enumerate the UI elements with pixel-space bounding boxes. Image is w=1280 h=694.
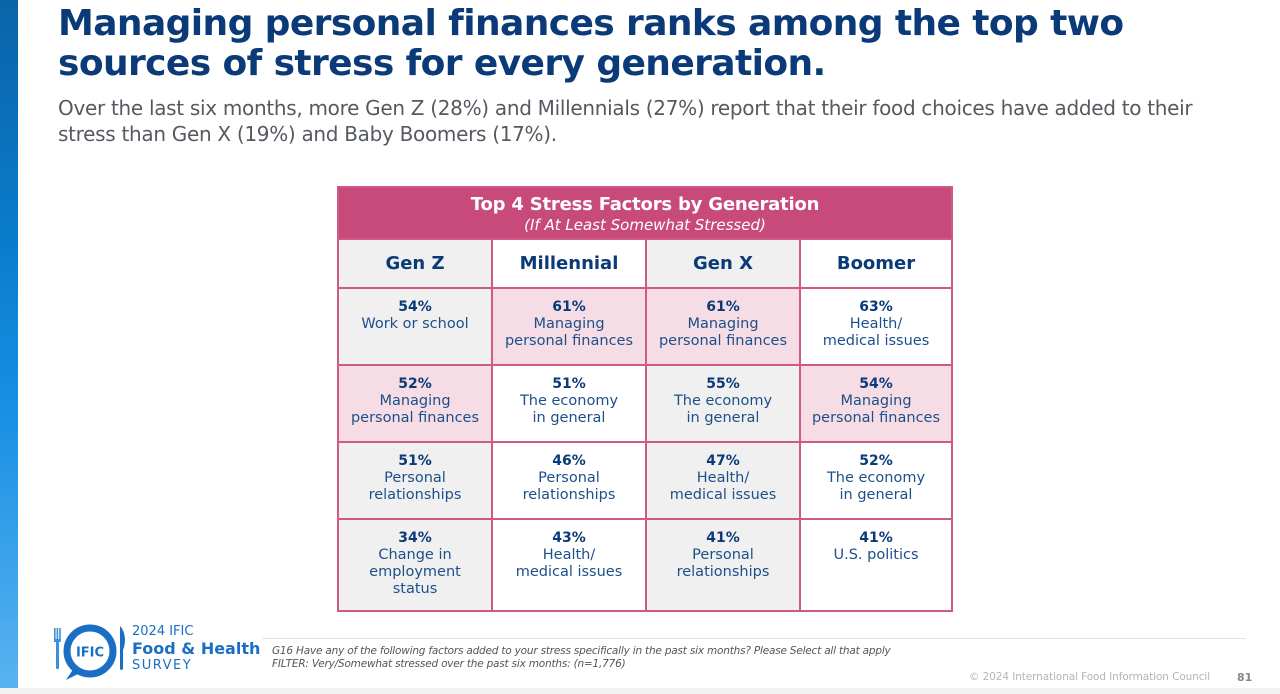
ific-survey-logo: IFIC 2024 IFIC Food & Health SURVEY: [52, 622, 262, 684]
table-header: Top 4 Stress Factors by Generation (If A…: [339, 188, 951, 240]
cell-label: Personal relationships: [676, 547, 770, 580]
column-header: Gen X: [647, 240, 801, 289]
table-cell: 51% Personal relationships: [339, 443, 493, 520]
cell-label: Health/ medical issues: [822, 316, 930, 349]
table-cell: 52% Managing personal finances: [339, 366, 493, 443]
table-cell: 34% Change in employment status: [339, 520, 493, 610]
cell-label: The economy in general: [519, 393, 619, 426]
cell-label: Managing personal finances: [811, 393, 941, 426]
cell-percent: 43%: [552, 530, 586, 546]
page-number: 81: [1237, 671, 1253, 684]
cell-label: The economy in general: [826, 470, 926, 503]
cell-percent: 46%: [552, 453, 586, 469]
table-cell: 63% Health/ medical issues: [801, 289, 951, 366]
logo-name: Food & Health: [132, 639, 261, 658]
table-cell: 41% Personal relationships: [647, 520, 801, 610]
cell-percent: 34%: [398, 530, 432, 546]
table-cell: 43% Health/ medical issues: [493, 520, 647, 610]
cell-percent: 54%: [859, 376, 893, 392]
cell-label: Personal relationships: [368, 470, 462, 503]
slide-subtitle: Over the last six months, more Gen Z (28…: [58, 96, 1193, 146]
cell-percent: 51%: [552, 376, 586, 392]
cell-label: Change in employment status: [369, 547, 461, 597]
cell-label: Work or school: [361, 316, 469, 332]
logo-year: 2024 IFIC: [132, 624, 194, 639]
table-cell: 46% Personal relationships: [493, 443, 647, 520]
stress-factors-table: Top 4 Stress Factors by Generation (If A…: [337, 186, 953, 612]
table-cell: 51% The economy in general: [493, 366, 647, 443]
cell-label: U.S. politics: [833, 547, 919, 563]
footer-divider: [262, 638, 1246, 639]
cell-label: Health/ medical issues: [669, 470, 777, 503]
logo-text: 2024 IFIC Food & Health SURVEY: [132, 624, 260, 673]
copyright: © 2024 International Food Information Co…: [969, 671, 1211, 683]
knife-icon: [120, 626, 125, 670]
cell-label: Managing personal finances: [658, 316, 788, 349]
cell-percent: 52%: [859, 453, 893, 469]
cell-label: Managing personal finances: [350, 393, 480, 426]
bottom-strip: [0, 688, 1280, 694]
table-grid: Gen Z Millennial Gen X Boomer 54% Work or sch…: [339, 240, 951, 610]
cell-percent: 41%: [706, 530, 740, 546]
cell-percent: 52%: [398, 376, 432, 392]
column-header: Gen Z: [339, 240, 493, 289]
cell-label: Managing personal finances: [504, 316, 634, 349]
table-subtitle: (If At Least Somewhat Stressed): [524, 216, 766, 234]
cell-percent: 63%: [859, 299, 893, 315]
table-cell: 52% The economy in general: [801, 443, 951, 520]
slide-title: Managing personal finances ranks among t…: [58, 3, 1124, 84]
cell-label: Health/ medical issues: [515, 547, 623, 580]
logo-badge-text: IFIC: [76, 646, 104, 661]
fork-icon: [54, 628, 61, 669]
speech-bubble-icon: IFIC: [63, 624, 117, 680]
cell-percent: 61%: [552, 299, 586, 315]
table-cell: 54% Managing personal finances: [801, 366, 951, 443]
table-cell: 55% The economy in general: [647, 366, 801, 443]
column-header: Boomer: [801, 240, 951, 289]
cell-label: Personal relationships: [522, 470, 616, 503]
cell-percent: 54%: [398, 299, 432, 315]
cell-percent: 51%: [398, 453, 432, 469]
table-cell: 61% Managing personal finances: [493, 289, 647, 366]
footnote-question: G16 Have any of the following factors ad…: [272, 645, 891, 657]
table-title: Top 4 Stress Factors by Generation: [470, 194, 820, 215]
cell-percent: 61%: [706, 299, 740, 315]
side-accent-bar: [0, 0, 18, 694]
cell-label: The economy in general: [673, 393, 773, 426]
table-cell: 61% Managing personal finances: [647, 289, 801, 366]
logo-mark: IFIC: [54, 624, 125, 680]
logo-survey: SURVEY: [132, 658, 193, 673]
cell-percent: 47%: [706, 453, 740, 469]
footnote: G16 Have any of the following factors ad…: [272, 645, 891, 671]
table-cell: 47% Health/ medical issues: [647, 443, 801, 520]
table-cell: 41% U.S. politics: [801, 520, 951, 610]
table-cell: 54% Work or school: [339, 289, 493, 366]
cell-percent: 55%: [706, 376, 740, 392]
cell-percent: 41%: [859, 530, 893, 546]
column-header: Millennial: [493, 240, 647, 289]
footnote-filter: FILTER: Very/Somewhat stressed over the …: [272, 658, 626, 670]
